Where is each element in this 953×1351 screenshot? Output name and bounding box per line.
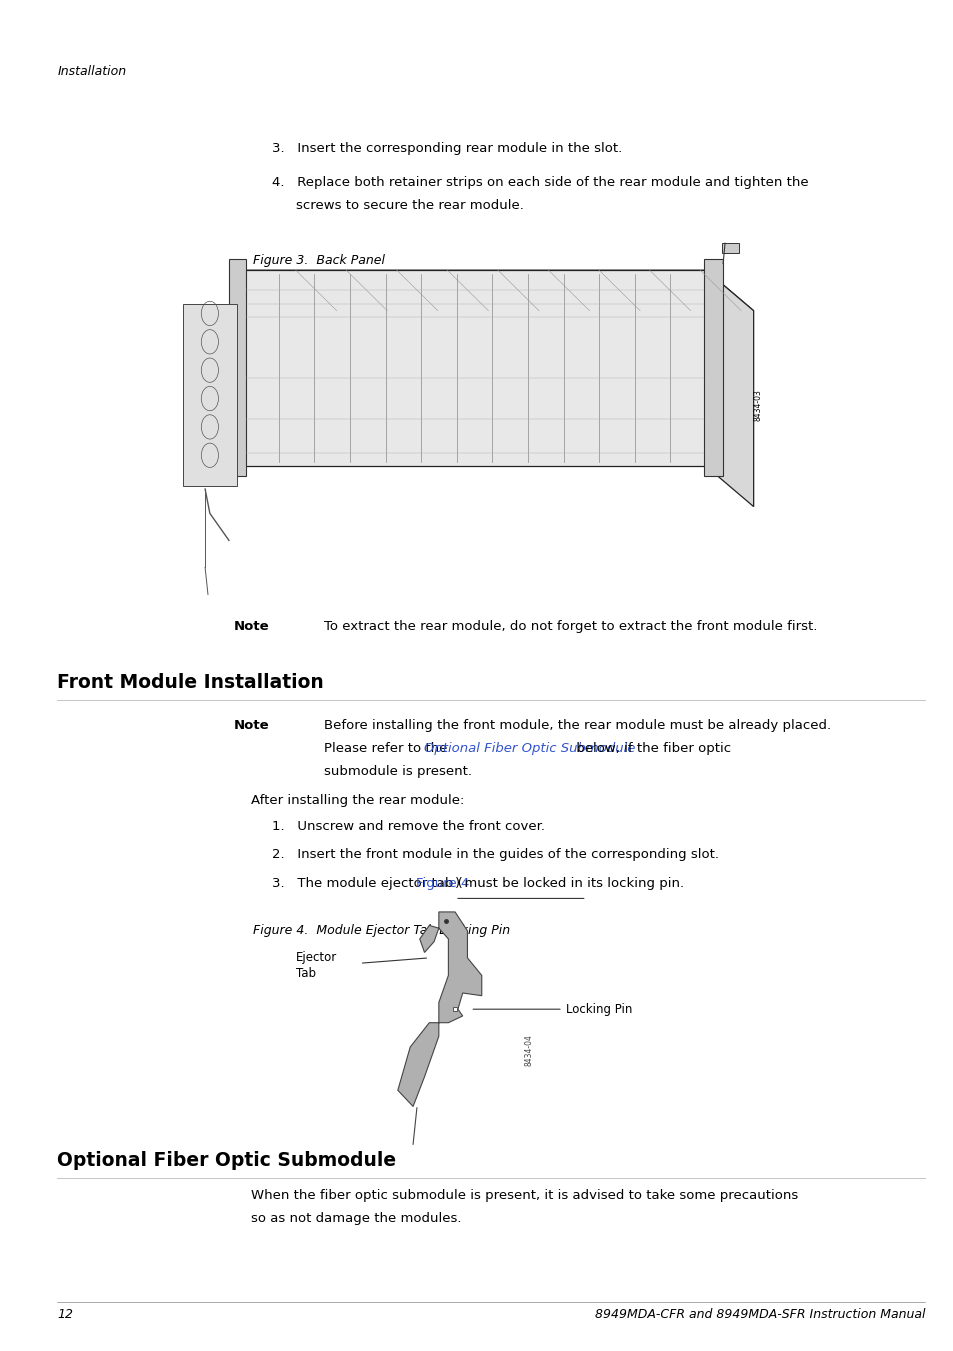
Polygon shape — [183, 304, 236, 486]
Text: Installation: Installation — [57, 65, 126, 78]
Text: 3.   The module ejector tab (: 3. The module ejector tab ( — [272, 877, 462, 890]
Text: When the fiber optic submodule is present, it is advised to take some precaution: When the fiber optic submodule is presen… — [251, 1189, 798, 1202]
Text: Front Module Installation: Front Module Installation — [57, 673, 324, 692]
Text: Before installing the front module, the rear module must be already placed.: Before installing the front module, the … — [324, 719, 831, 732]
Text: Please refer to the: Please refer to the — [324, 742, 452, 755]
Text: Optional Fiber Optic Submodule: Optional Fiber Optic Submodule — [423, 742, 635, 755]
Text: To extract the rear module, do not forget to extract the front module first.: To extract the rear module, do not forge… — [324, 620, 817, 634]
Text: Figure 3.  Back Panel: Figure 3. Back Panel — [253, 254, 384, 267]
Polygon shape — [397, 912, 481, 1106]
Text: screws to secure the rear module.: screws to secure the rear module. — [295, 199, 523, 212]
Text: 4.   Replace both retainer strips on each side of the rear module and tighten th: 4. Replace both retainer strips on each … — [272, 176, 807, 189]
Polygon shape — [705, 270, 753, 507]
Text: Optional Fiber Optic Submodule: Optional Fiber Optic Submodule — [57, 1151, 395, 1170]
Text: 12: 12 — [57, 1308, 73, 1321]
Text: After installing the rear module:: After installing the rear module: — [251, 794, 464, 808]
Text: 2.   Insert the front module in the guides of the corresponding slot.: 2. Insert the front module in the guides… — [272, 848, 719, 862]
Text: submodule is present.: submodule is present. — [324, 765, 472, 778]
Text: 1.   Unscrew and remove the front cover.: 1. Unscrew and remove the front cover. — [272, 820, 544, 834]
Text: Ejector
Tab: Ejector Tab — [295, 951, 336, 981]
Polygon shape — [243, 270, 705, 466]
Text: Note: Note — [233, 620, 269, 634]
Text: so as not damage the modules.: so as not damage the modules. — [251, 1212, 461, 1225]
Text: Figure 4: Figure 4 — [416, 877, 469, 890]
Text: Note: Note — [233, 719, 269, 732]
Text: below, if the fiber optic: below, if the fiber optic — [572, 742, 731, 755]
Polygon shape — [721, 243, 739, 253]
Polygon shape — [243, 270, 753, 311]
Text: 8434-04: 8434-04 — [524, 1034, 534, 1066]
Text: Locking Pin: Locking Pin — [565, 1002, 632, 1016]
Text: 8434-03: 8434-03 — [753, 389, 762, 422]
Text: ) must be locked in its locking pin.: ) must be locked in its locking pin. — [455, 877, 684, 890]
Text: 3.   Insert the corresponding rear module in the slot.: 3. Insert the corresponding rear module … — [272, 142, 621, 155]
Polygon shape — [703, 259, 722, 476]
Text: 8949MDA-CFR and 8949MDA-SFR Instruction Manual: 8949MDA-CFR and 8949MDA-SFR Instruction … — [595, 1308, 924, 1321]
Polygon shape — [229, 259, 246, 476]
Text: Figure 4.  Module Ejector Tab Locking Pin: Figure 4. Module Ejector Tab Locking Pin — [253, 924, 510, 938]
